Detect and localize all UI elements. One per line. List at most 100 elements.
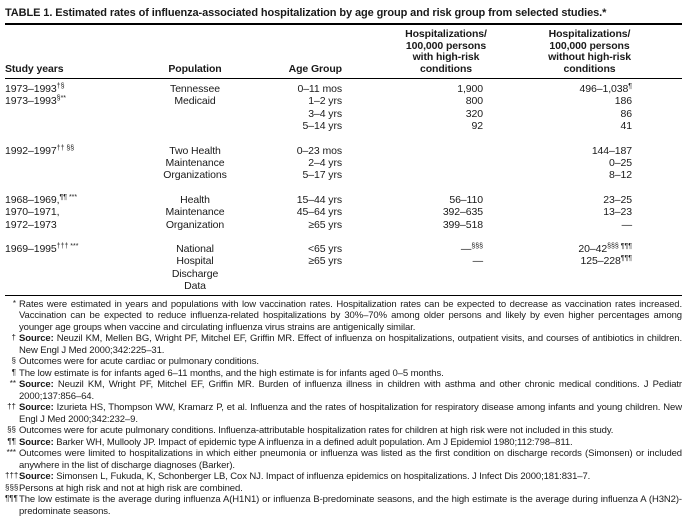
table-cell: 1–2 yrs [308,95,342,108]
table-cell: 1,900 [457,83,483,95]
table-row: Hospital ≥65 yrs — 125–228¶¶¶ [5,255,682,267]
footnote-text: Source: Barker WH, Mullooly JP. Impact o… [19,436,573,448]
table-row: 5–14 yrs 92 41 [5,120,682,132]
table-body: 1973–1993†§ Tennessee 0–11 mos 1,900 496–1,0… [5,79,682,293]
footnote: † Source: Neuzil KM, Mellen BG, Wright PF… [5,333,683,356]
table-row: 1992–1997†† §§ Two Health 0–23 mos 144–187 [5,145,682,157]
table-bottom-rule [5,294,682,296]
table-cell: 0–25 [609,157,632,170]
spacer-row [5,231,682,243]
table-cell: 0–11 mos [297,83,342,95]
table-cell [5,255,145,267]
footnote: ††† Source: Simonsen L, Fukuda, K, Schonb… [5,471,682,483]
footnote: †† Source: Izurieta HS, Thompson WW, Kram… [5,402,682,425]
table-row: 1973–1993§** Medicaid 1–2 yrs 800 186 [5,95,682,107]
table-cell: 3–4 yrs [308,107,342,120]
table-cell: 496–1,038¶ [579,83,633,95]
table-row: 1972–1973 Organization ≥65 yrs 399–518 — [5,219,682,231]
spacer-cell [5,133,682,145]
table-cell [5,120,145,132]
table-row: 1973–1993†§ Tennessee 0–11 mos 1,900 496–1,0… [5,79,682,96]
footnote-text: Source: Simonsen L, Fukuda, K, Schonberg… [19,471,591,483]
header-row: Study years Population Age Group Hospita… [5,25,682,79]
table-cell [5,280,145,292]
footnote-marker: ¶ [11,367,16,377]
table-cell [245,268,345,280]
footnote: §§ Outcomes were for acute pulmonary cond… [5,425,682,437]
footnote-marker-sup: ††† *** [56,243,79,251]
footnote-marker: ¶¶ [7,436,16,446]
footnote: * Rates were estimated in years and popul… [5,299,682,334]
table-cell: 5–17 yrs [302,169,343,182]
table-cell: 5–14 yrs [302,120,343,133]
column-header-high-risk: Hospitalizations/ 100,000 persons with h… [345,25,517,79]
table-cell [5,268,145,280]
column-header-population: Population [145,25,245,79]
spacer-cell [5,182,682,194]
footnote: *** Outcomes were limited to hospitalizat… [5,448,682,471]
table-row: Organizations 5–17 yrs 8–12 [5,169,682,181]
table-cell: 8–12 [609,169,632,182]
table-cell: Maintenance [165,206,225,219]
table-cell: 1969–1995††† *** [5,243,79,256]
table-cell: — [621,218,633,231]
footnote-text: Outcomes were limited to hospitalization… [19,448,682,471]
spacer-row [5,133,682,145]
table-cell: Hospital [176,255,214,268]
table-cell [517,268,682,280]
table-cell: Medicaid [174,95,216,108]
footnote-marker-sup: §§§ [471,243,483,251]
footnote-marker-sup: ¶ [628,83,632,90]
column-header-age-group: Age Group [245,25,345,79]
table-cell: 1968–1969,¶¶ *** [5,193,78,206]
table-cell: Organization [165,218,225,231]
footnote-text: The low estimate is for infants aged 6–1… [19,367,444,379]
table-cell: 320 [465,107,483,120]
table-cell: 800 [465,95,483,108]
table-cell: 0–23 mos [296,144,342,157]
footnote-marker: * [12,298,16,308]
table-cell: 1970–1971, [5,206,60,219]
table-cell [5,108,145,120]
table-cell: 56–110 [449,193,483,206]
table-cell: ≥65 yrs [308,255,342,268]
footnote-marker: § [11,356,16,366]
table-cell: 45–64 yrs [296,206,342,219]
data-table: Study years Population Age Group Hospita… [5,25,682,293]
footnote-marker-sup: §§§ ¶¶¶ [607,243,632,251]
table-cell: 1973–1993§** [5,95,67,108]
footnote-text: Outcomes were for acute cardiac or pulmo… [19,356,259,368]
title-rule [5,23,682,25]
footnote-marker-sup: ¶¶¶ [620,255,632,263]
footnote-marker-sup: §** [56,95,67,103]
table-cell: <65 yrs [307,243,342,256]
table-row: 1969–1995††† *** National <65 yrs —§§§ 20–42… [5,243,682,255]
table-row: Discharge [5,268,682,280]
footnote-marker: ** [9,379,16,389]
column-header-without-high-risk: Hospitalizations/ 100,000 persons withou… [517,25,682,79]
table-cell: 2–4 yrs [308,157,342,170]
footnote-marker: ¶¶¶ [5,494,18,504]
table-cell: — [472,255,484,268]
table-cell: 23–25 [603,193,632,206]
footnotes-section: * Rates were estimated in years and popul… [5,296,682,518]
table-cell [517,280,682,292]
table-cell: 15–44 yrs [296,193,342,206]
table-row: Maintenance 2–4 yrs 0–25 [5,157,682,169]
footnote-source-label: Source: [19,333,54,345]
table-cell: Health [180,193,210,206]
footnote-marker: † [11,333,16,343]
footnote-text: Outcomes were for acute pulmonary condit… [19,425,614,437]
table-cell [345,280,517,292]
footnote: §§§ Persons at high risk and not at high … [5,483,682,495]
table-cell: 1972–1973 [5,218,57,231]
column-header-study-years: Study years [5,25,145,79]
table-cell: Organizations [163,169,227,182]
table-cell: 13–23 [603,206,632,219]
table-cell: 92 [471,120,484,133]
footnote-marker: §§§ [5,482,19,492]
footnote-text: Rates were estimated in years and popula… [19,298,682,333]
footnote-text: The low estimate is the average during i… [19,494,682,517]
table-cell: 186 [614,95,632,108]
